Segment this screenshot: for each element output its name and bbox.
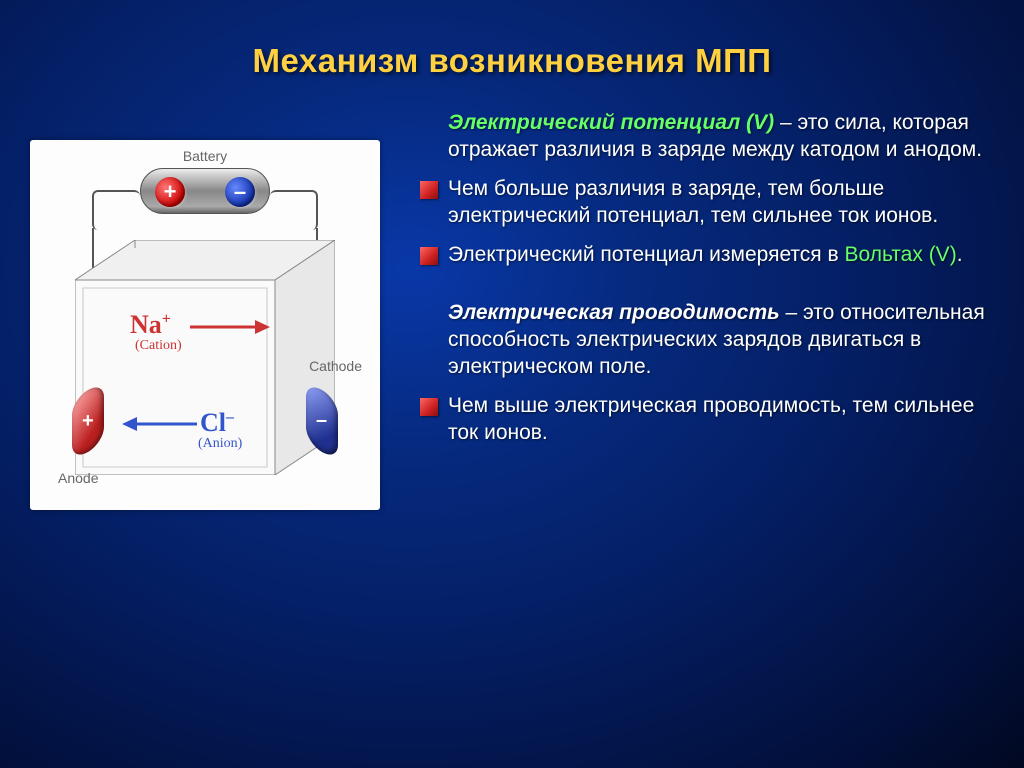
text-segment: Электрический потенциал измеряется в (448, 243, 845, 266)
right-col: Электрический потенциал (V) – это сила, … (410, 110, 994, 510)
battery-negative-terminal: – (225, 177, 255, 207)
text-segment: Электрическая проводимость (448, 301, 780, 324)
bullet-row: Электрический потенциал измеряется в Вол… (420, 242, 994, 269)
battery-icon: + – (140, 168, 270, 214)
wire-left (92, 190, 140, 230)
anode-label: Anode (58, 470, 98, 486)
cl-ion-label: Cl– (200, 408, 234, 438)
anion-label: (Anion) (198, 436, 242, 452)
wire-right (270, 190, 318, 230)
bullet-icon (420, 247, 438, 265)
cathode-sign: – (316, 410, 327, 433)
bullet-row: Электрическая проводимость – это относит… (420, 300, 994, 381)
battery-label: Battery (30, 148, 380, 164)
cation-label: (Cation) (135, 338, 182, 354)
left-col: Battery + – + – (30, 110, 410, 510)
bullet-row: Чем выше электрическая проводимость, тем… (420, 393, 994, 447)
bullet-text: Электрический потенциал (V) – это сила, … (448, 110, 994, 164)
cl-arrow-icon (122, 415, 197, 438)
slide-title: Механизм возникновения МПП (0, 0, 1024, 80)
text-segment: Чем выше электрическая проводимость, тем… (448, 394, 974, 444)
electrolysis-diagram: Battery + – + – (30, 140, 380, 510)
bullet-row: Электрический потенциал (V) – это сила, … (420, 110, 994, 164)
bullet-text: Электрический потенциал измеряется в Вол… (448, 242, 963, 269)
battery-positive-terminal: + (155, 177, 185, 207)
content-row: Battery + – + – (0, 80, 1024, 510)
bullet-text: Электрическая проводимость – это относит… (448, 300, 994, 381)
anode-sign: + (82, 410, 94, 433)
spacer (420, 280, 994, 300)
bullet-icon (420, 181, 438, 199)
text-segment: Электрический потенциал (V) (448, 111, 774, 134)
text-segment: Чем больше различия в заряде, тем больше… (448, 177, 938, 227)
bullet-text: Чем выше электрическая проводимость, тем… (448, 393, 994, 447)
text-segment: Вольтах (V) (845, 243, 957, 266)
bullet-icon (420, 398, 438, 416)
bullet-text: Чем больше различия в заряде, тем больше… (448, 176, 994, 230)
na-arrow-icon (190, 318, 270, 341)
bullet-row: Чем больше различия в заряде, тем больше… (420, 176, 994, 230)
text-segment: . (957, 243, 963, 266)
na-ion-label: Na+ (130, 310, 171, 340)
cathode-label: Cathode (309, 358, 362, 374)
